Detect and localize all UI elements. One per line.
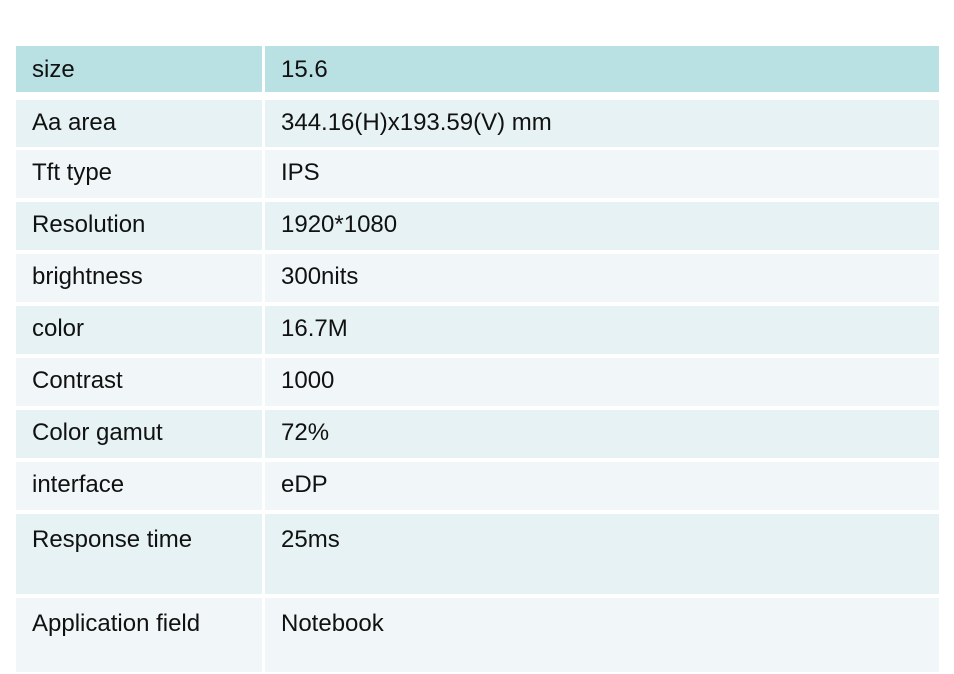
spec-value: 15.6 bbox=[265, 46, 939, 92]
table-row: color 16.7M bbox=[16, 306, 939, 354]
spec-value: 72% bbox=[265, 410, 939, 458]
spec-value: 344.16(H)x193.59(V) mm bbox=[265, 100, 939, 147]
table-row: size 15.6 bbox=[16, 46, 939, 92]
spec-label: Contrast bbox=[16, 358, 262, 406]
spec-label: Resolution bbox=[16, 202, 262, 250]
table-row: Response time 25ms bbox=[16, 514, 939, 594]
spec-value: Notebook bbox=[265, 598, 939, 672]
table-row: brightness 300nits bbox=[16, 254, 939, 302]
table-row: Contrast 1000 bbox=[16, 358, 939, 406]
spec-label: Color gamut bbox=[16, 410, 262, 458]
spec-label: Tft type bbox=[16, 150, 262, 198]
spec-label: size bbox=[16, 46, 262, 92]
spec-value: 300nits bbox=[265, 254, 939, 302]
spec-label: Application field bbox=[16, 598, 262, 672]
spec-value: 1920*1080 bbox=[265, 202, 939, 250]
spec-value: eDP bbox=[265, 462, 939, 510]
table-row: Tft type IPS bbox=[16, 150, 939, 198]
spec-label: Response time bbox=[16, 514, 262, 594]
spec-value: 1000 bbox=[265, 358, 939, 406]
table-row: Application field Notebook bbox=[16, 598, 939, 672]
spec-label: color bbox=[16, 306, 262, 354]
table-row: Aa area 344.16(H)x193.59(V) mm bbox=[16, 100, 939, 147]
spec-value: 16.7M bbox=[265, 306, 939, 354]
spec-value: 25ms bbox=[265, 514, 939, 594]
spec-label: brightness bbox=[16, 254, 262, 302]
spec-value: IPS bbox=[265, 150, 939, 198]
table-row: Color gamut 72% bbox=[16, 410, 939, 458]
spec-label: Aa area bbox=[16, 100, 262, 147]
table-row: Resolution 1920*1080 bbox=[16, 202, 939, 250]
spec-label: interface bbox=[16, 462, 262, 510]
table-row: interface eDP bbox=[16, 462, 939, 510]
